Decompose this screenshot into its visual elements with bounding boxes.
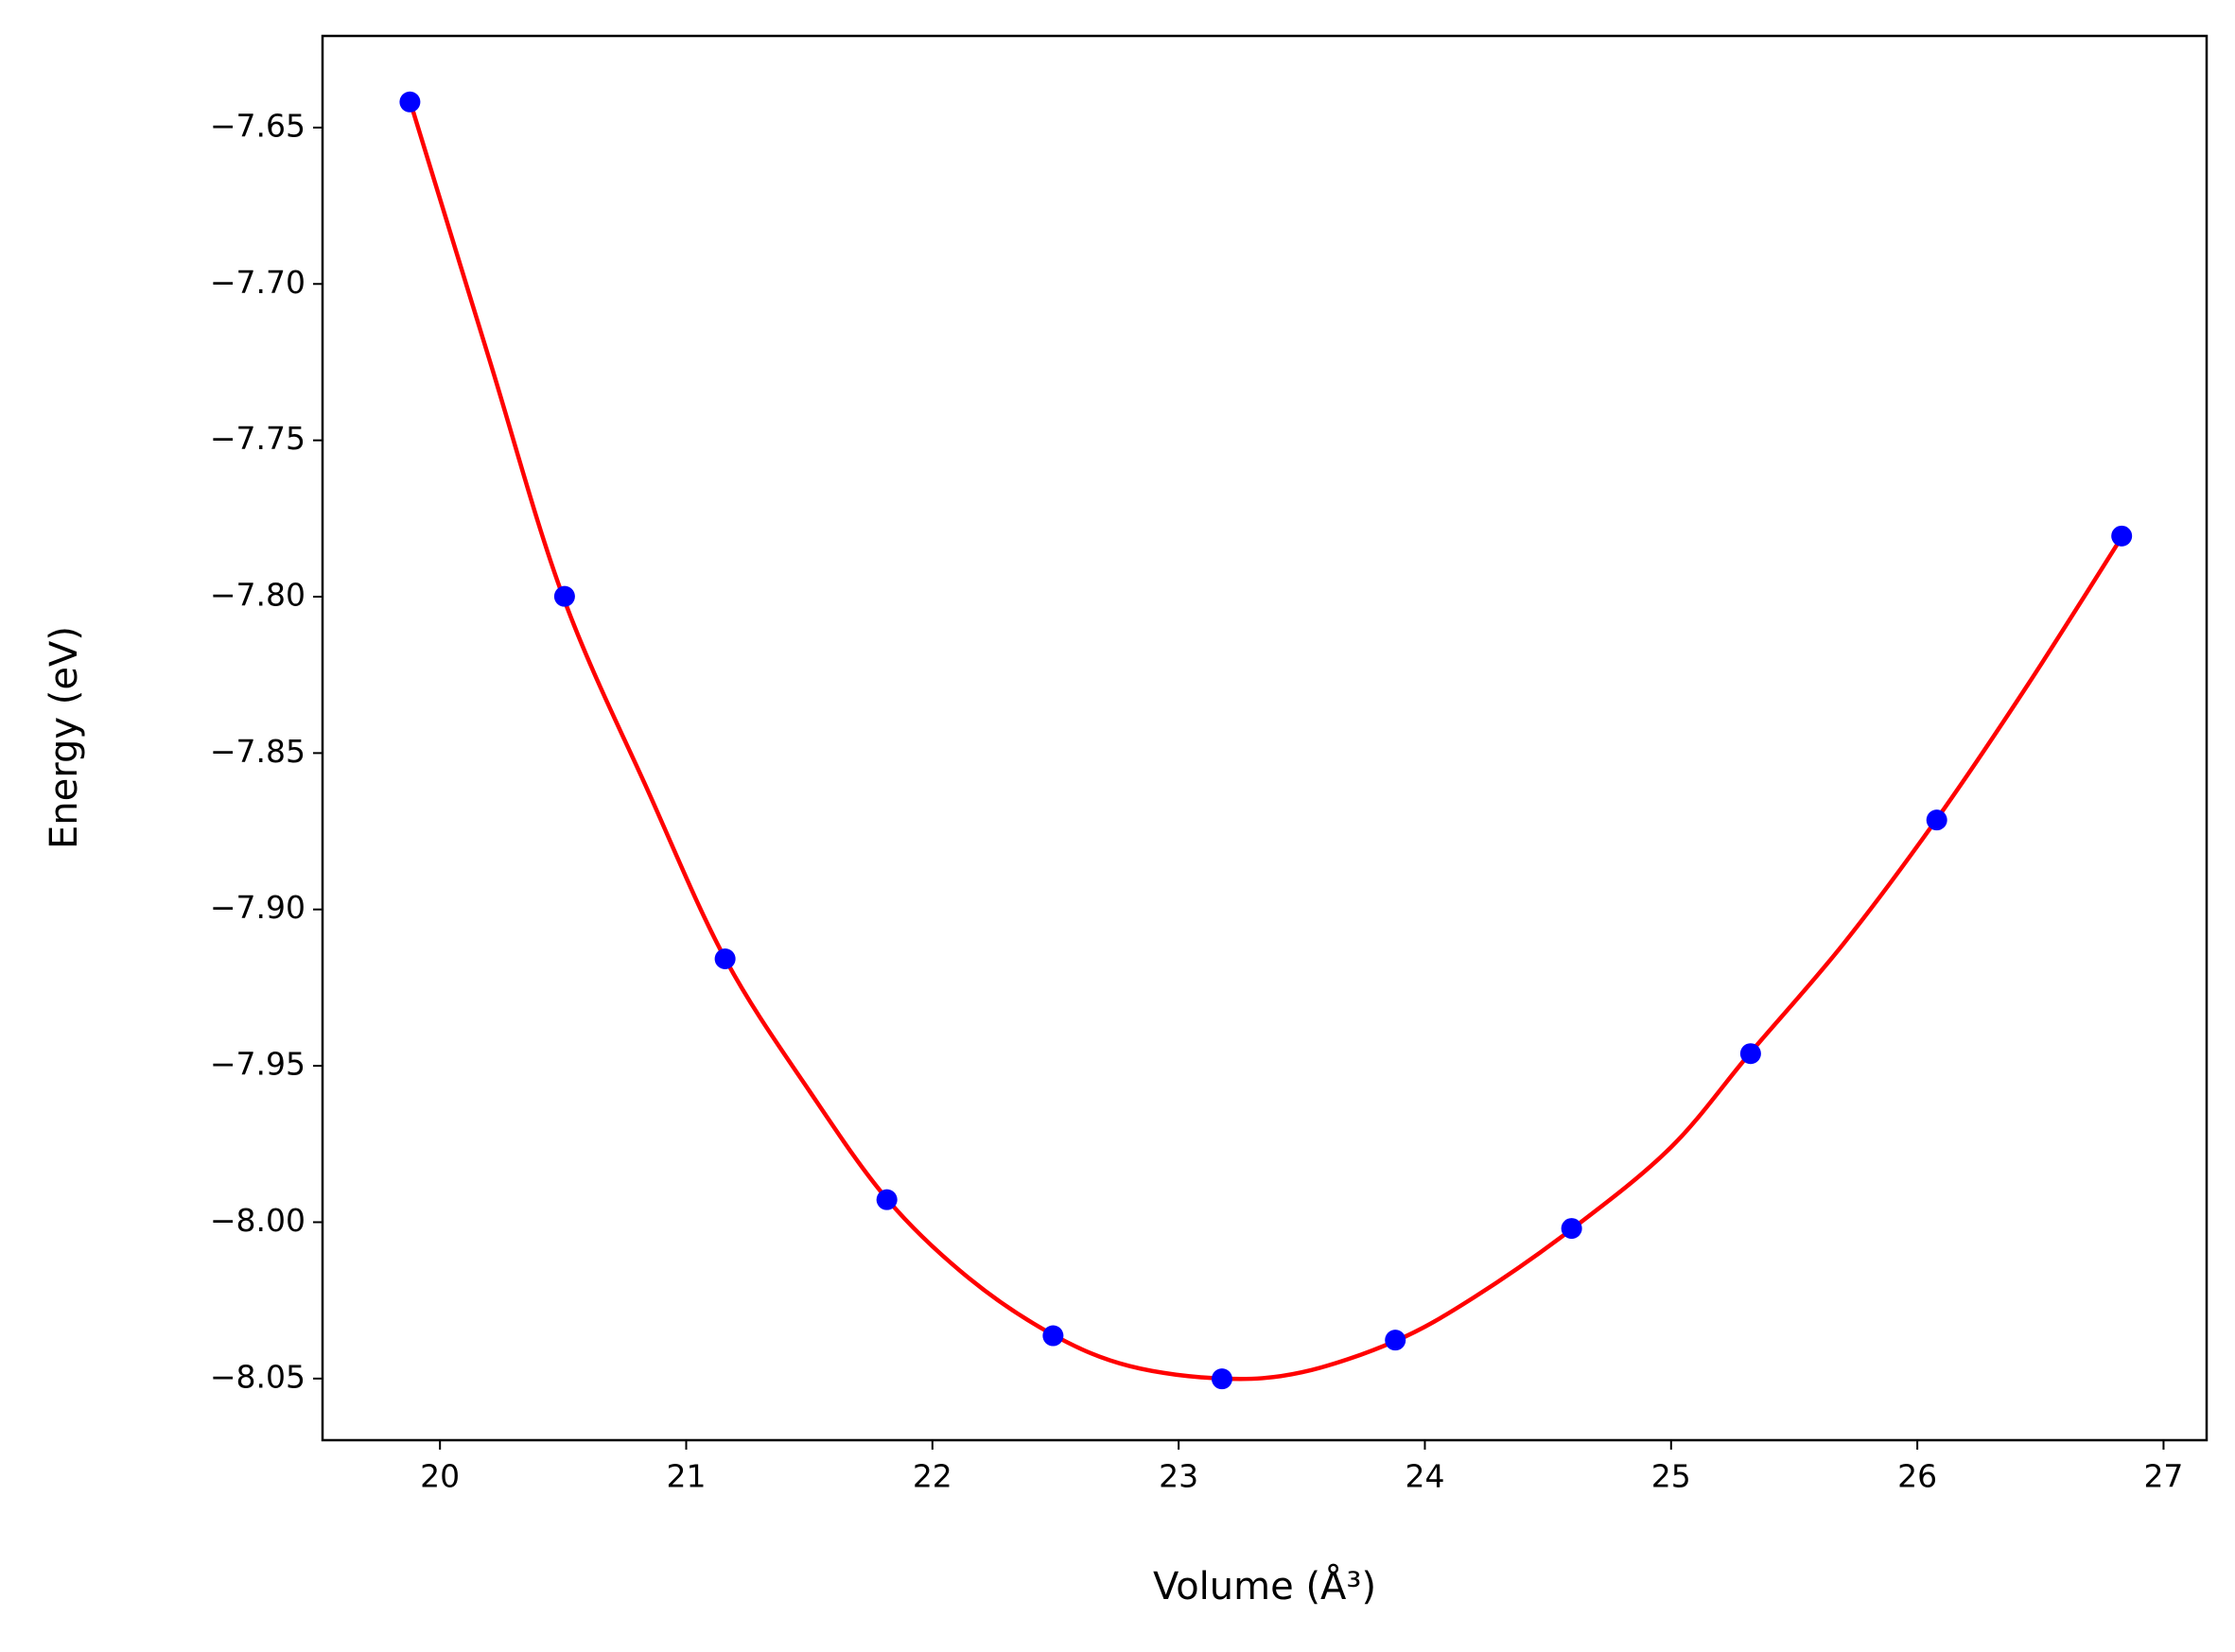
data-point <box>1042 1325 1064 1347</box>
plot-frame <box>321 34 2209 1442</box>
x-tick-label: 22 <box>913 1458 952 1495</box>
data-point <box>553 585 575 607</box>
y-tick-label: −7.75 <box>210 420 306 457</box>
data-point <box>1561 1218 1582 1240</box>
data-point <box>399 91 421 113</box>
y-tick-label: −7.65 <box>210 107 306 144</box>
y-tick-label: −7.70 <box>210 264 306 301</box>
data-point <box>2111 525 2133 547</box>
y-tick-label: −7.95 <box>210 1046 306 1083</box>
data-point <box>876 1189 898 1210</box>
x-tick-label: 24 <box>1405 1458 1444 1495</box>
x-tick-label: 27 <box>2143 1458 2183 1495</box>
x-tick-label: 25 <box>1651 1458 1691 1495</box>
data-point <box>1739 1043 1761 1065</box>
y-tick-label: −7.90 <box>210 889 306 926</box>
x-tick-label: 21 <box>666 1458 706 1495</box>
x-axis-label: Volume (Å³) <box>1153 1563 1376 1609</box>
data-point <box>1926 809 1947 831</box>
x-tick-label: 23 <box>1159 1458 1198 1495</box>
fit-line <box>408 101 2124 1382</box>
y-tick-label: −7.80 <box>210 577 306 614</box>
y-tick-label: −7.85 <box>210 733 306 770</box>
y-tick-label: −8.05 <box>210 1358 306 1395</box>
x-tick-label: 26 <box>1897 1458 1937 1495</box>
y-axis-label: Energy (eV) <box>43 626 86 849</box>
x-tick-label: 20 <box>420 1458 460 1495</box>
data-point <box>714 948 736 969</box>
y-tick-label: −8.00 <box>210 1202 306 1239</box>
data-point <box>1211 1368 1232 1390</box>
data-point <box>1385 1330 1406 1351</box>
